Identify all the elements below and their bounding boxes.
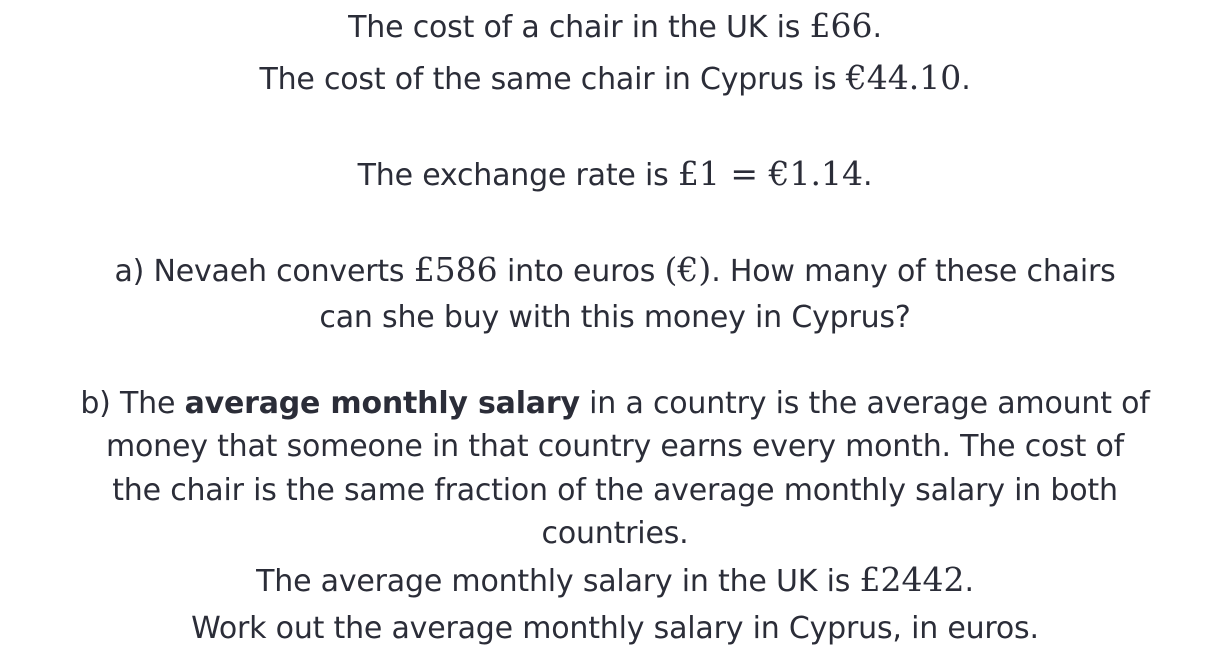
part-b-line-4: countries. — [541, 516, 689, 551]
part-b-line-2: money that someone in that country earns… — [105, 429, 1125, 464]
part-a-amount: £586 — [413, 250, 498, 289]
cyprus-price-suffix: . — [961, 62, 971, 97]
exchange-rate-prefix: The exchange rate is — [357, 158, 669, 193]
part-b-suffix: in a country is the average amount of — [589, 386, 1150, 421]
part-a-currency: (€) — [664, 250, 712, 289]
part-a-prefix: a) Nevaeh converts — [114, 254, 405, 289]
cyprus-price-prefix: The cost of the same chair in Cyprus is — [259, 62, 837, 97]
part-a-line-2: can she buy with this money in Cyprus? — [319, 300, 911, 335]
part-b-prefix: b) The — [80, 386, 176, 421]
uk-price-value: £66 — [809, 6, 873, 45]
part-b-line-6: Work out the average monthly salary in C… — [191, 611, 1039, 646]
uk-salary-value: £2442 — [859, 560, 965, 599]
part-a-line-1: a) Nevaeh converts £586 into euros (€). … — [0, 250, 1230, 292]
uk-salary-suffix: . — [964, 564, 975, 599]
part-b-line-5: The average monthly salary in the UK is … — [0, 560, 1230, 602]
uk-price-suffix: . — [872, 10, 882, 45]
part-b-bold-term: average monthly salary — [184, 386, 580, 421]
exchange-rate-value: £1 = €1.14 — [677, 154, 863, 193]
part-a-suffix: . How many of these chairs — [711, 254, 1116, 289]
part-a-mid: into euros — [507, 254, 656, 289]
part-b-line-1: b) The average monthly salary in a count… — [0, 384, 1230, 424]
uk-price-line: The cost of a chair in the UK is £66. — [0, 6, 1230, 48]
exchange-rate-line: The exchange rate is £1 = €1.14. — [0, 154, 1230, 196]
cyprus-price-value: €44.10 — [845, 58, 962, 97]
uk-price-prefix: The cost of a chair in the UK is — [348, 10, 801, 45]
exchange-rate-suffix: . — [862, 158, 873, 193]
part-b-line-3: the chair is the same fraction of the av… — [112, 473, 1118, 508]
uk-salary-prefix: The average monthly salary in the UK is — [256, 564, 851, 599]
cyprus-price-line: The cost of the same chair in Cyprus is … — [0, 58, 1230, 100]
